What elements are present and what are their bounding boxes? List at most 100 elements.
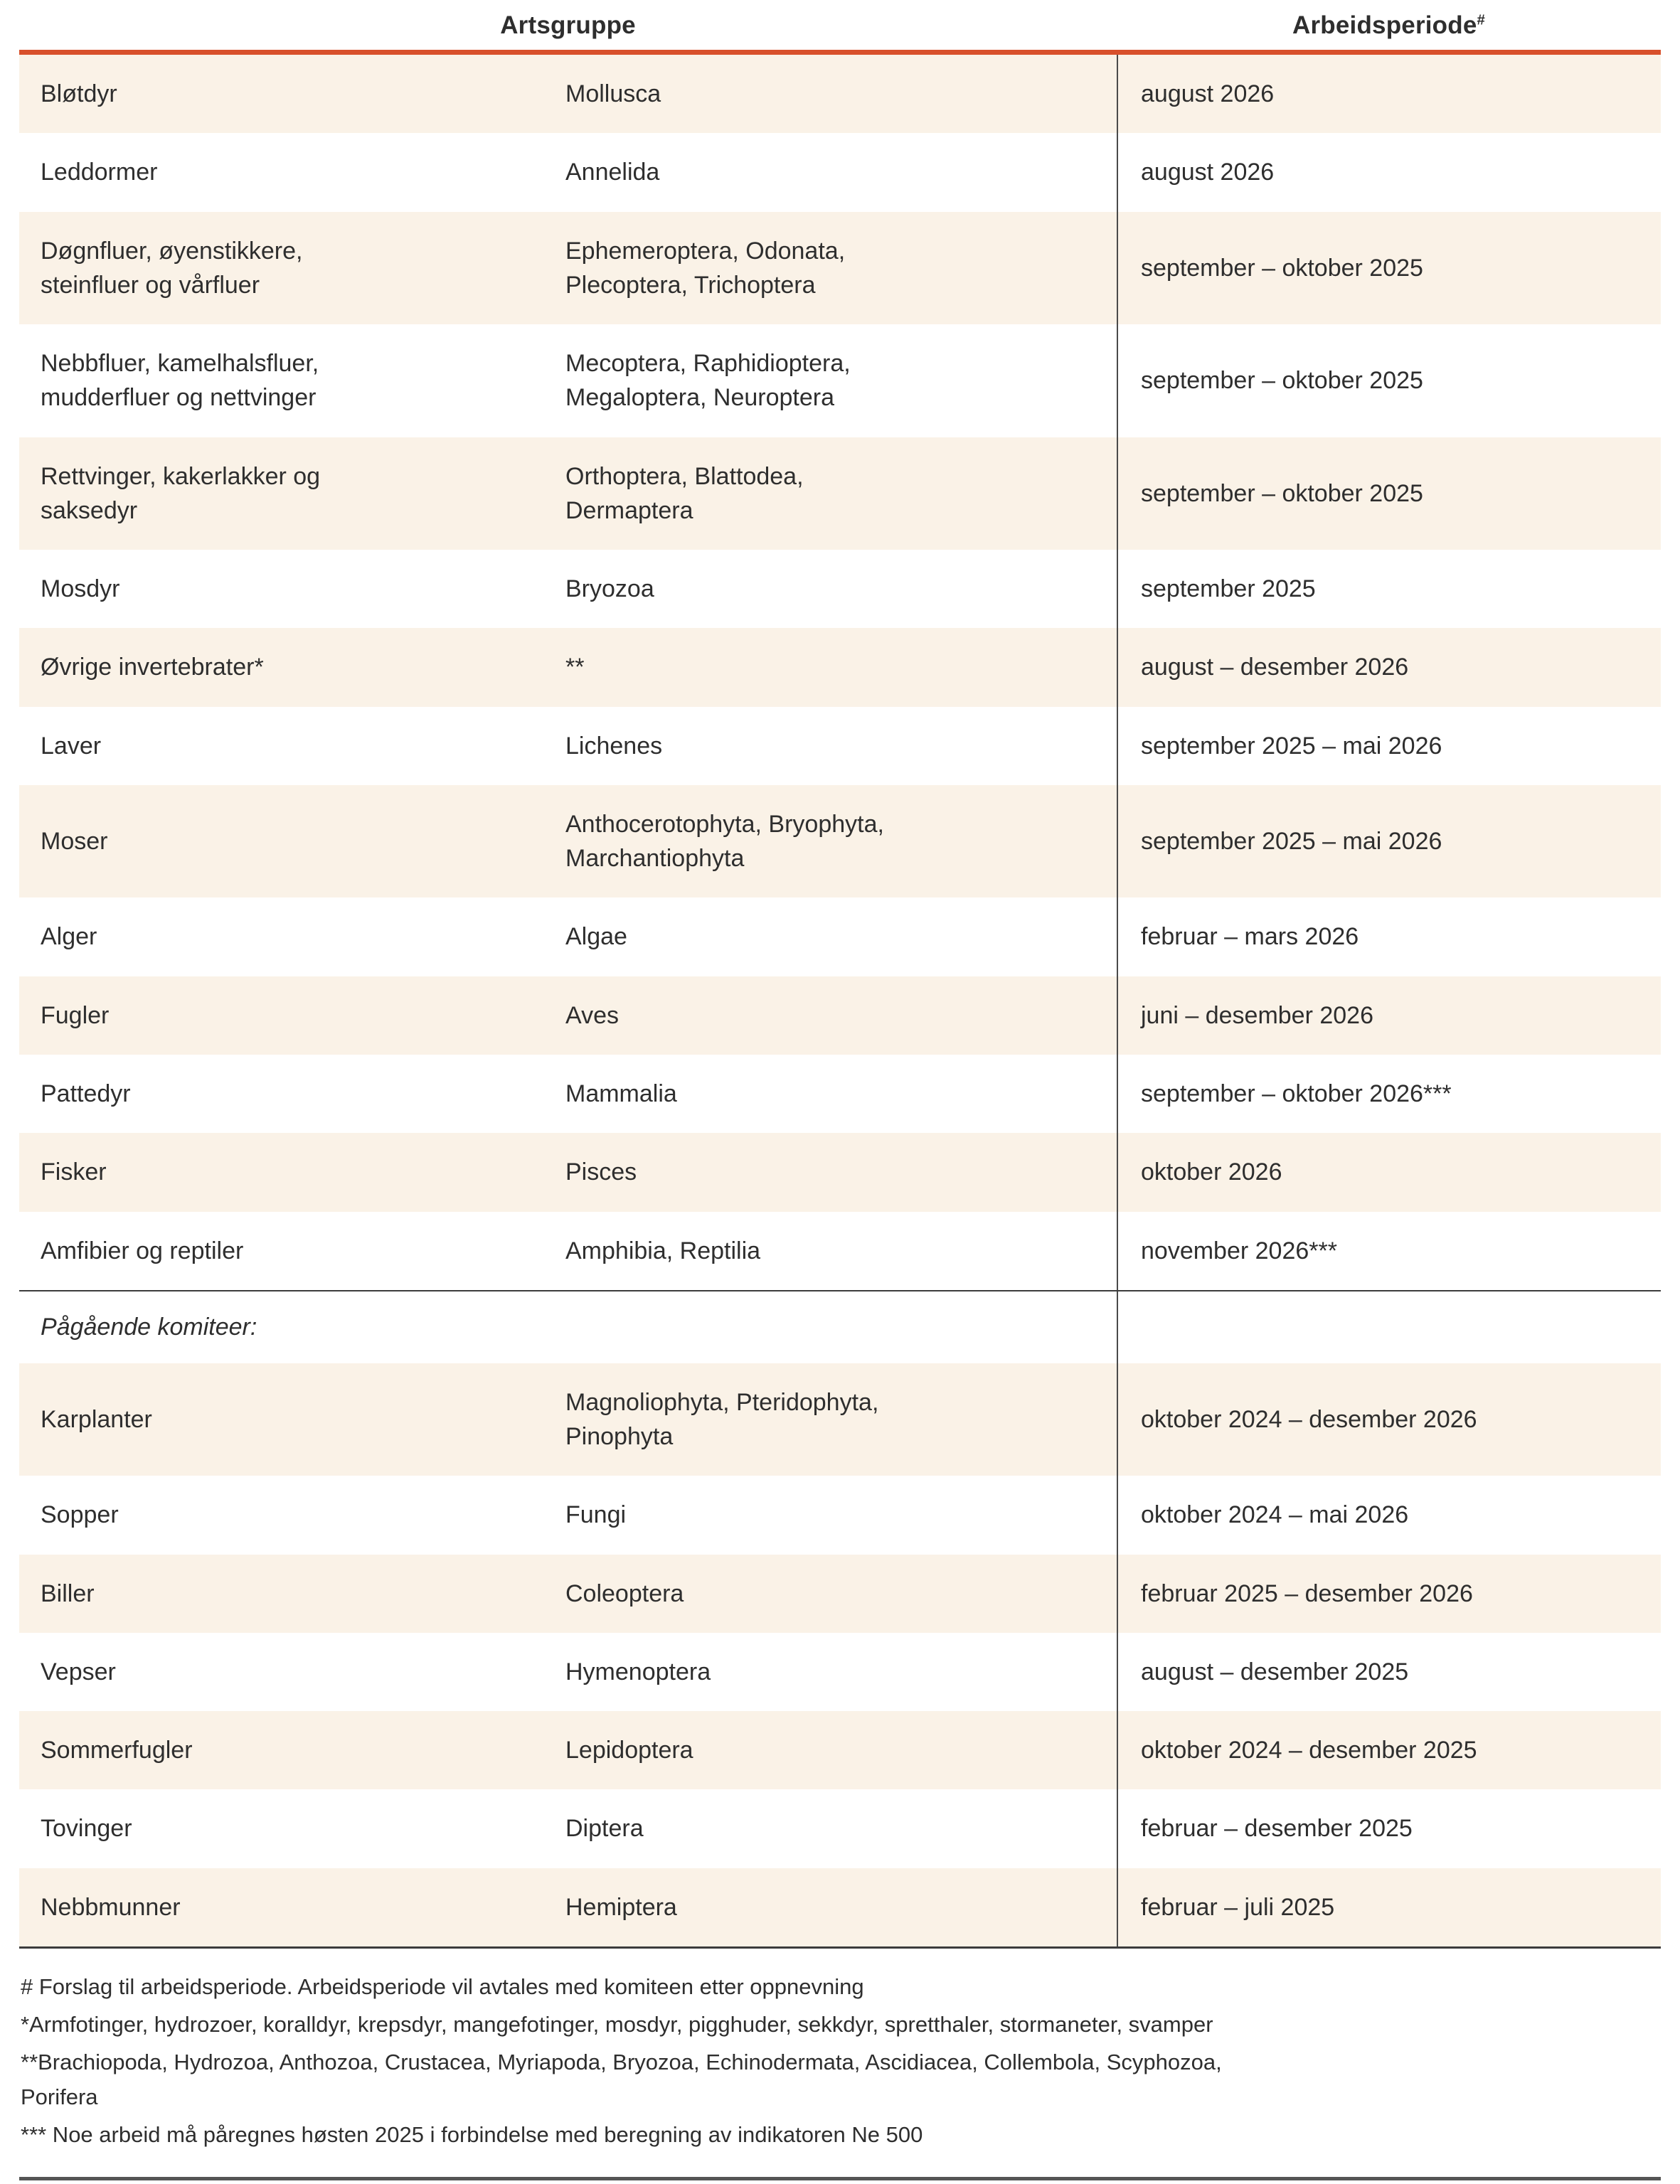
latin-name: Orthoptera, Blattodea, Dermaptera: [565, 462, 804, 524]
latin-name: Magnoliophyta, Pteridophyta, Pinophyta: [565, 1388, 879, 1451]
table-row: Nebbfluer, kamelhalsfluer, mudderfluer o…: [19, 324, 1661, 437]
table-row: Øvrige invertebrater* ** august – desemb…: [19, 628, 1661, 707]
arbeidsperiode-value: februar – juli 2025: [1117, 1868, 1661, 1946]
footnote-hash: # Forslag til arbeidsperiode. Arbeidsper…: [21, 1973, 864, 1999]
arbeidsperiode-value: september 2025: [1117, 550, 1661, 629]
table-row: Leddormer Annelida august 2026: [19, 133, 1661, 212]
artsgruppe-name: Mosdyr: [41, 575, 120, 603]
table-row: Sommerfugler Lepidoptera oktober 2024 – …: [19, 1711, 1661, 1790]
latin-name: Lichenes: [565, 732, 663, 760]
artsgruppe-name: Øvrige invertebrater*: [41, 654, 264, 681]
footnote-triple-asterisk: *** Noe arbeid må påregnes høsten 2025 i…: [21, 2121, 923, 2147]
arbeidsperiode-value: september 2025 – mai 2026: [1117, 706, 1661, 785]
latin-name: **: [565, 654, 585, 681]
arbeidsperiode-value: september – oktober 2025: [1117, 211, 1661, 325]
section-row-committees: Pågående komiteer:: [19, 1289, 1661, 1363]
footnote-marker-hash: #: [1477, 12, 1485, 28]
footnote-single-asterisk: *Armfotinger, hydrozoer, koralldyr, krep…: [21, 2011, 1213, 2037]
arbeidsperiode-value: februar – desember 2025: [1117, 1789, 1661, 1868]
table-row: Fugler Aves juni – desember 2026: [19, 976, 1661, 1055]
artsgruppe-name: Pattedyr: [41, 1080, 131, 1107]
latin-name: Amphibia, Reptilia: [565, 1237, 761, 1264]
table-row: Biller Coleoptera februar 2025 – desembe…: [19, 1554, 1661, 1633]
latin-name: Bryozoa: [565, 575, 654, 603]
table-row: Alger Algae februar – mars 2026: [19, 897, 1661, 976]
arbeidsperiode-value: februar 2025 – desember 2026: [1117, 1554, 1661, 1633]
committee-rows: Karplanter Magnoliophyta, Pteridophyta, …: [19, 1363, 1661, 1946]
artsgruppe-name: Leddormer: [41, 159, 158, 186]
arbeidsperiode-value: november 2026***: [1117, 1211, 1661, 1290]
artsgruppe-name: Døgnfluer, øyenstikkere, steinfluer og v…: [41, 237, 303, 299]
arbeidsperiode-value: august – desember 2025: [1117, 1632, 1661, 1712]
artsgruppe-name: Karplanter: [41, 1405, 152, 1433]
artsgruppe-name: Tovinger: [41, 1815, 132, 1843]
bottom-rule: [19, 2176, 1661, 2180]
table-row: Tovinger Diptera februar – desember 2025: [19, 1789, 1661, 1868]
latin-name: Algae: [565, 923, 627, 951]
species-table: Bløtdyr Mollusca august 2026 Leddormer A…: [19, 50, 1661, 1949]
table-row: Laver Lichenes september 2025 – mai 2026: [19, 706, 1661, 785]
artsgruppe-name: Nebbfluer, kamelhalsfluer, mudderfluer o…: [41, 350, 319, 412]
artsgruppe-name: Sommerfugler: [41, 1737, 193, 1764]
table-row: Døgnfluer, øyenstikkere, steinfluer og v…: [19, 211, 1661, 325]
arbeidsperiode-value: august 2026: [1117, 55, 1661, 134]
artsgruppe-name: Bløtdyr: [41, 80, 117, 107]
table-row: Amfibier og reptiler Amphibia, Reptilia …: [19, 1211, 1661, 1290]
table-row: Bløtdyr Mollusca august 2026: [19, 55, 1661, 134]
latin-name: Mammalia: [565, 1080, 677, 1107]
latin-name: Lepidoptera: [565, 1737, 693, 1764]
latin-name: Anthocerotophyta, Bryophyta, Marchantiop…: [565, 810, 884, 873]
artsgruppe-name: Moser: [41, 828, 108, 856]
latin-name: Diptera: [565, 1815, 644, 1843]
footnote-double-asterisk: **Brachiopoda, Hydrozoa, Anthozoa, Crust…: [21, 2049, 1222, 2109]
header-arbeidsperiode: Arbeidsperiode#: [1117, 11, 1661, 40]
latin-name: Aves: [565, 1001, 619, 1029]
table-row: Karplanter Magnoliophyta, Pteridophyta, …: [19, 1363, 1661, 1476]
table-row: Sopper Fungi oktober 2024 – mai 2026: [19, 1476, 1661, 1555]
artsgruppe-name: Nebbmunner: [41, 1893, 181, 1921]
artsgruppe-name: Rettvinger, kakerlakker og saksedyr: [41, 462, 321, 524]
table-row: Moser Anthocerotophyta, Bryophyta, March…: [19, 784, 1661, 898]
header-artsgruppe: Artsgruppe: [19, 11, 1117, 40]
latin-name: Fungi: [565, 1501, 627, 1529]
latin-name: Coleoptera: [565, 1580, 684, 1607]
arbeidsperiode-value: september – oktober 2025: [1117, 437, 1661, 550]
header-arbeidsperiode-label: Arbeidsperiode: [1292, 11, 1477, 39]
arbeidsperiode-value: oktober 2024 – desember 2026: [1117, 1363, 1661, 1476]
table-row: Vepser Hymenoptera august – desember 202…: [19, 1632, 1661, 1712]
arbeidsperiode-value: august – desember 2026: [1117, 628, 1661, 707]
artsgruppe-name: Alger: [41, 923, 97, 951]
latin-name: Annelida: [565, 159, 660, 186]
section-spacer: [1117, 1291, 1661, 1363]
artsgruppe-name: Amfibier og reptiler: [41, 1237, 244, 1264]
arbeidsperiode-value: august 2026: [1117, 133, 1661, 212]
table-row: Rettvinger, kakerlakker og saksedyr Orth…: [19, 437, 1661, 550]
latin-name: Pisces: [565, 1158, 637, 1186]
footnotes: # Forslag til arbeidsperiode. Arbeidsper…: [19, 1949, 1661, 2177]
artsgruppe-name: Fisker: [41, 1158, 107, 1186]
arbeidsperiode-value: februar – mars 2026: [1117, 897, 1661, 976]
arbeidsperiode-value: juni – desember 2026: [1117, 976, 1661, 1055]
arbeidsperiode-value: oktober 2024 – desember 2025: [1117, 1711, 1661, 1790]
artsgruppe-name: Fugler: [41, 1001, 110, 1029]
table-row: Fisker Pisces oktober 2026: [19, 1133, 1661, 1212]
arbeidsperiode-value: september – oktober 2026***: [1117, 1054, 1661, 1134]
artsgruppe-name: Vepser: [41, 1658, 116, 1685]
arbeidsperiode-value: september – oktober 2025: [1117, 324, 1661, 437]
artsgruppe-name: Laver: [41, 732, 102, 760]
artsgruppe-name: Biller: [41, 1580, 95, 1607]
latin-name: Ephemeroptera, Odonata, Plecoptera, Tric…: [565, 237, 846, 299]
table-row: Mosdyr Bryozoa september 2025: [19, 550, 1661, 629]
latin-name: Hymenoptera: [565, 1658, 711, 1685]
table-row: Pattedyr Mammalia september – oktober 20…: [19, 1054, 1661, 1134]
header-artsgruppe-label: Artsgruppe: [500, 11, 636, 39]
table-header: Artsgruppe Arbeidsperiode#: [19, 0, 1661, 50]
table-row: Nebbmunner Hemiptera februar – juli 2025: [19, 1868, 1661, 1946]
latin-name: Mecoptera, Raphidioptera, Megaloptera, N…: [565, 350, 851, 412]
arbeidsperiode-value: september 2025 – mai 2026: [1117, 784, 1661, 898]
latin-name: Mollusca: [565, 80, 661, 107]
arbeidsperiode-value: oktober 2024 – mai 2026: [1117, 1476, 1661, 1555]
section-label: Pågående komiteer:: [41, 1313, 257, 1341]
artsgruppe-name: Sopper: [41, 1501, 119, 1529]
